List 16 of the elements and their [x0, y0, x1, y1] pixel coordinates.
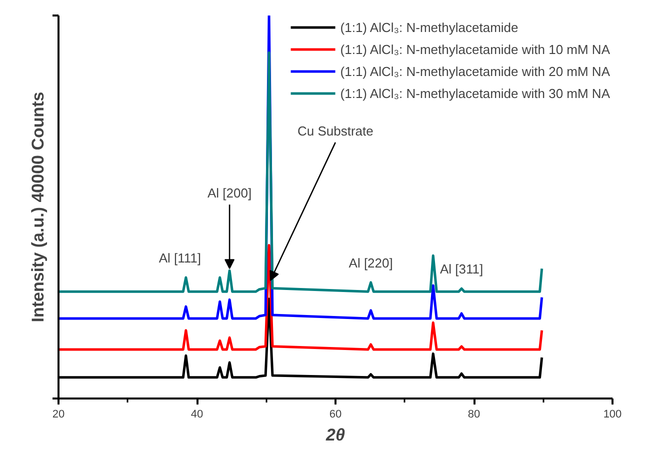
annotation: Al [111]	[158, 250, 201, 266]
x-axis-title: 2θ	[325, 426, 346, 444]
x-tick-label: 60	[329, 408, 342, 420]
legend-label: (1:1) AlCl₃: N-methylacetamide	[340, 20, 518, 34]
legend-label: (1:1) AlCl₃: N-methylacetamide with 30 mM NA	[340, 86, 610, 100]
annotation: Cu Substrate	[297, 123, 374, 138]
x-tick-label: 80	[468, 408, 480, 420]
x-tick-label: 40	[190, 408, 204, 420]
legend-label: (1:1) AlCl₃: N-methylacetamide with 20 mM NA	[340, 64, 610, 78]
x-tick-label: 20	[52, 408, 65, 420]
annotation: Al [220]	[348, 255, 393, 270]
legend-label: (1:1) AlCl₃: N-methylacetamide with 10 mM NA	[340, 42, 610, 56]
annotation: Al [311]	[440, 262, 484, 277]
y-axis-title: Intensity (a.u.) 40000 Counts	[28, 92, 48, 322]
annotation: Al [200]	[208, 186, 252, 201]
x-tick-label: 100	[603, 408, 622, 420]
